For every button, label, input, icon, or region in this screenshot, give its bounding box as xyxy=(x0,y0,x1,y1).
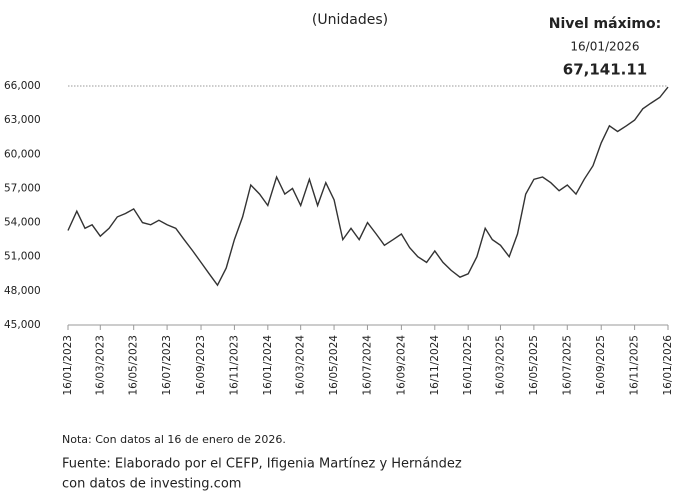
y-tick-label: 51,000 xyxy=(4,251,41,263)
x-tick-label: 16/07/2023 xyxy=(161,335,173,396)
x-tick-label: 16/03/2025 xyxy=(494,335,506,396)
x-tick-label: 16/01/2026 xyxy=(662,335,674,396)
x-tick-label: 16/11/2023 xyxy=(228,335,240,396)
x-tick-label: 16/05/2024 xyxy=(328,335,340,396)
y-tick-label: 54,000 xyxy=(4,217,41,229)
x-tick-label: 16/09/2025 xyxy=(595,335,607,396)
x-tick-label: 16/09/2024 xyxy=(395,335,407,396)
source: Fuente: Elaborado por el CEFP, Ifigenia … xyxy=(62,457,462,472)
line xyxy=(67,86,669,287)
x-tick-label: 16/05/2025 xyxy=(528,335,540,396)
y-tick-label: 45,000 xyxy=(4,319,41,331)
y-tick-label: 57,000 xyxy=(4,182,41,194)
annotation-date: 16/01/2026 xyxy=(570,40,639,54)
annotation-value: 67,141.11 xyxy=(563,61,647,79)
chart-title: (Unidades) xyxy=(312,12,388,28)
annotation-heading: Nivel máximo: xyxy=(549,16,661,32)
x-tick-label: 16/01/2025 xyxy=(462,335,474,396)
x-tick-label: 16/09/2023 xyxy=(195,335,207,396)
x-tick-label: 16/05/2023 xyxy=(128,335,140,396)
y-tick-label: 66,000 xyxy=(4,80,41,92)
x-tick-label: 16/11/2024 xyxy=(429,335,441,396)
source: con datos de investing.com xyxy=(62,477,241,492)
x-tick-label: 16/01/2023 xyxy=(62,335,74,396)
note: Nota: Con datos al 16 de enero de 2026. xyxy=(62,433,286,446)
x-tick-label: 16/07/2025 xyxy=(561,335,573,396)
x-tick-label: 16/07/2024 xyxy=(361,335,373,396)
x-tick-label: 16/03/2023 xyxy=(94,335,106,396)
x-tick-label: 16/01/2024 xyxy=(262,335,274,396)
y-tick-label: 48,000 xyxy=(4,285,41,297)
y-tick-label: 60,000 xyxy=(4,148,41,160)
y-tick-label: 63,000 xyxy=(4,114,41,126)
x-tick-label: 16/11/2025 xyxy=(629,335,641,396)
x-tick-label: 16/03/2024 xyxy=(295,335,307,396)
